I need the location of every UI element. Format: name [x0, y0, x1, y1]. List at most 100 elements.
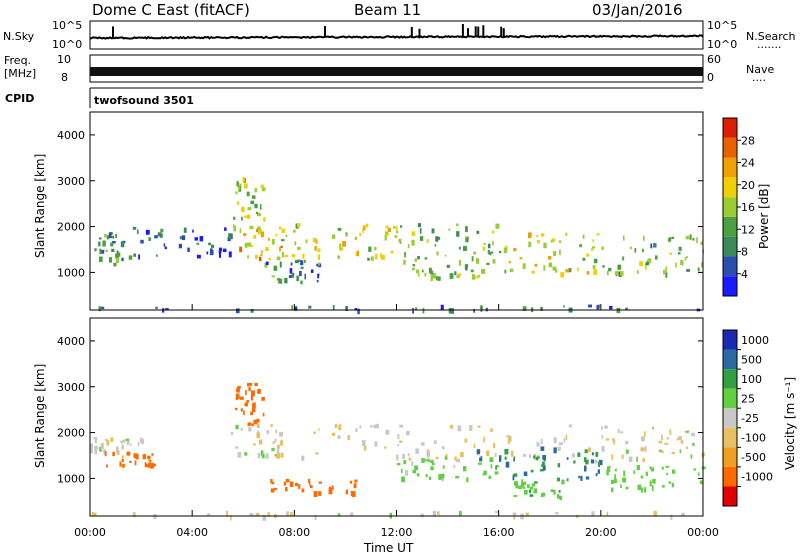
velocity-cell-8-9 [558, 490, 561, 493]
velocity-cell-5-62 [666, 437, 670, 440]
velocity-cell-1-21 [142, 454, 147, 460]
xtick-label-4: 16:00 [483, 526, 515, 539]
velocity-cell-4-4 [313, 491, 318, 497]
velocity-cell-10-7 [459, 510, 462, 517]
velocity-cell-2-9 [261, 454, 265, 459]
power-cell-1-23 [199, 236, 204, 242]
velocity-cell-6-23 [425, 474, 428, 478]
velocity-cell-5-38 [628, 456, 633, 463]
velocity-cell-9-30 [693, 468, 696, 471]
power-cell-6-15 [654, 255, 658, 260]
velocity-cell-5-96 [359, 425, 362, 429]
velocity-cell-7-25 [523, 471, 528, 477]
power-cell-4-16 [482, 246, 486, 251]
velocity-cell-0-0 [129, 443, 132, 447]
power-cell-8-24 [300, 260, 304, 266]
power-cell-7-14 [263, 217, 266, 222]
power-cell-5-42 [531, 270, 535, 274]
power-cell-6-22 [696, 237, 698, 244]
power-cell-3-3 [312, 237, 317, 243]
velocity-cell-8-20 [531, 483, 536, 487]
power-cell-5-8 [536, 240, 540, 244]
velocity-cell-5-58 [604, 425, 608, 429]
velocity-cell-5-8 [301, 455, 305, 461]
power-cell-5-37 [596, 233, 600, 236]
power-cell-4-32 [419, 228, 422, 234]
power-cell-4-41 [495, 223, 498, 230]
power-cell-7-6 [254, 188, 258, 193]
velocity-cell-4-26 [285, 478, 290, 483]
power-cell-9-11 [421, 269, 424, 273]
velocity-cell-3-12 [237, 386, 241, 389]
power-cell-6-38 [685, 235, 690, 240]
power-colorbar-seg-5 [723, 177, 737, 198]
power-cell-2-1 [293, 229, 296, 233]
velocity-cell-5-77 [460, 451, 464, 458]
velocity-cell-7-26 [476, 449, 481, 455]
velocity-cell-5-86 [658, 449, 662, 452]
power-cell-1-25 [163, 243, 166, 247]
power-cell-3-15 [342, 241, 346, 247]
velocity-cell-2-20 [258, 439, 263, 445]
power-cell-8-22 [265, 261, 269, 266]
power-cell-3-25 [315, 239, 318, 244]
velocity-cell-7-15 [590, 459, 595, 464]
power-cell-8-26 [318, 262, 320, 266]
velocity-cell-10-20 [653, 510, 658, 517]
power-cell-2-16 [278, 226, 282, 230]
power-cell-5-31 [543, 265, 546, 271]
nsky-trace [89, 24, 704, 40]
velocity-cell-4-25 [270, 488, 275, 493]
power-cell-9-9 [475, 276, 479, 279]
velocity-cell-1-20 [145, 463, 149, 468]
power-cell-5-38 [504, 269, 507, 274]
power-cell-1-22 [209, 250, 214, 256]
velocity-cell-10-17 [554, 512, 559, 515]
velocity-cell-5-10 [660, 450, 664, 454]
freq-tick-bottom-right: 0 [707, 71, 714, 84]
power-cell-2-13 [280, 245, 283, 249]
velocity-cell-10-24 [681, 512, 685, 517]
velocity-cell-5-18 [313, 431, 316, 434]
velocity-cell-9-1 [652, 478, 656, 484]
power-cell-0-21 [99, 248, 102, 255]
beam-title: Beam 11 [354, 1, 421, 19]
velocity-cell-6-20 [427, 459, 431, 462]
velocity-cell-3-0 [262, 412, 265, 417]
velocity-cell-3-14 [257, 390, 261, 393]
velocity-cell-7-27 [535, 456, 539, 461]
power-cell-2-15 [271, 239, 275, 245]
power-cell-8-27 [291, 272, 295, 278]
power-cell-6-27 [634, 248, 637, 253]
power-cell-7-0 [262, 187, 266, 192]
power-cell-1-33 [179, 236, 183, 240]
power-cell-9-8 [428, 267, 432, 274]
power-cell-10-13 [354, 307, 357, 311]
velocity-cell-10-8 [350, 512, 354, 516]
power-cell-9-7 [412, 263, 415, 267]
cpid-label: CPID [5, 92, 34, 105]
power-cell-7-10 [233, 216, 236, 220]
velocity-cell-5-91 [587, 447, 591, 452]
velocity-colorbar-seg-4 [723, 408, 737, 428]
velocity-cell-9-27 [649, 466, 651, 470]
power-cell-8-16 [300, 280, 303, 285]
velocity-cell-7-20 [584, 449, 588, 454]
power-cell-5-25 [550, 240, 553, 243]
power-cell-5-5 [553, 250, 557, 256]
power-cell-0-22 [98, 237, 102, 240]
power-cell-8-14 [288, 275, 293, 278]
velocity-cell-3-26 [251, 407, 256, 413]
velocity-colorbar-seg-8 [723, 486, 737, 506]
velocity-cell-5-13 [399, 424, 404, 428]
power-cell-1-15 [224, 227, 227, 231]
power-cell-0-5 [104, 233, 107, 238]
power-cell-5-13 [582, 234, 585, 239]
velocity-cell-3-8 [247, 422, 252, 427]
velocity-cell-5-59 [601, 425, 603, 430]
power-cell-1-4 [138, 254, 141, 260]
power-cell-6-18 [665, 266, 667, 273]
power-cell-9-17 [431, 272, 436, 279]
power-cell-4-35 [476, 230, 480, 234]
power-cell-5-6 [559, 249, 561, 256]
